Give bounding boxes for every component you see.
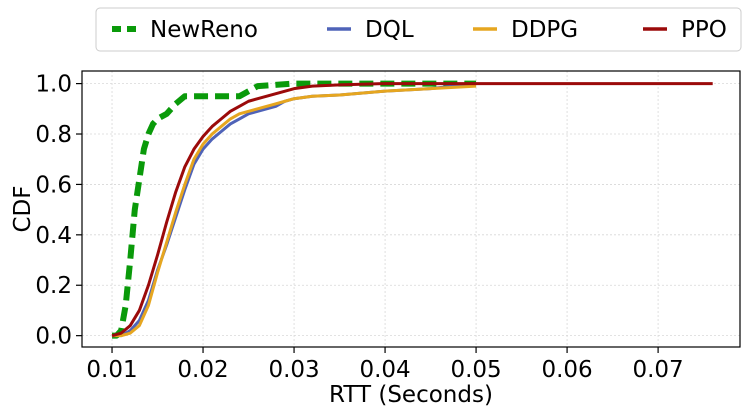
y-tick-label-4: 0.8 [35, 122, 72, 148]
legend-label-dql: DQL [365, 17, 414, 43]
plot-frame [81, 70, 741, 348]
y-tick-label-2: 0.4 [35, 223, 72, 249]
x-tick-label-3: 0.04 [359, 357, 410, 383]
series-line-dql [112, 82, 477, 338]
y-tick-label-5: 1.0 [35, 72, 72, 98]
y-tick-label-3: 0.6 [35, 172, 72, 198]
y-axis: 0.0 0.2 0.4 0.6 0.8 1.0 [35, 72, 82, 350]
series-line-newreno [112, 80, 477, 339]
x-tick-label-5: 0.06 [541, 357, 592, 383]
series-line-ppo [111, 82, 713, 338]
y-tick-label-0: 0.0 [35, 324, 72, 350]
legend-label-newreno: NewReno [150, 17, 258, 43]
x-tick-label-1: 0.02 [177, 357, 228, 383]
series-lines [111, 80, 713, 339]
x-axis-title: RTT (Seconds) [329, 382, 493, 408]
x-tick-label-0: 0.01 [86, 357, 137, 383]
legend-label-ppo: PPO [681, 17, 727, 43]
y-tick-label-1: 0.2 [35, 273, 72, 299]
x-tick-label-6: 0.07 [632, 357, 683, 383]
legend-label-ddpg: DDPG [511, 17, 578, 43]
x-axis: 0.01 0.02 0.03 0.04 0.05 0.06 0.07 [86, 347, 684, 383]
series-line-ddpg [112, 84, 477, 338]
legend: NewReno DQL DDPG PPO [95, 7, 742, 52]
x-tick-label-4: 0.05 [450, 357, 501, 383]
legend-box [95, 7, 742, 52]
grid-lines [82, 71, 740, 347]
x-tick-label-2: 0.03 [268, 357, 319, 383]
y-axis-title: CDF [10, 186, 36, 233]
